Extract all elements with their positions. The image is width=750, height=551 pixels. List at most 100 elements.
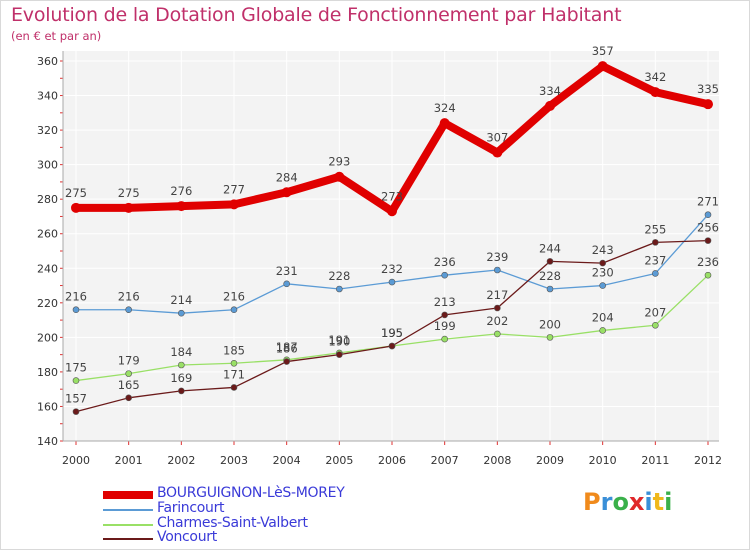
legend-label: Charmes-Saint-Valbert: [157, 515, 308, 531]
data-label: 202: [486, 314, 508, 328]
x-tick-label: 2009: [536, 454, 564, 467]
data-point: [230, 359, 238, 367]
data-point: [178, 387, 185, 395]
data-label: 334: [539, 84, 561, 98]
data-label: 228: [328, 269, 350, 283]
data-label: 157: [65, 392, 87, 406]
data-point: [652, 239, 659, 246]
data-label: 228: [539, 269, 561, 283]
data-point: [704, 211, 712, 219]
data-point: [123, 202, 134, 213]
data-label: 169: [170, 371, 192, 385]
data-label: 275: [118, 186, 140, 200]
y-tick-label: 360: [37, 55, 58, 68]
legend-swatch: [103, 524, 153, 526]
data-label: 185: [223, 343, 245, 357]
data-point: [599, 282, 606, 289]
data-point: [652, 321, 659, 329]
data-point: [229, 199, 239, 210]
logo-letter: t: [652, 488, 665, 516]
data-label: 207: [644, 305, 666, 319]
data-label: 244: [539, 241, 561, 255]
x-tick-label: 2001: [115, 454, 143, 467]
data-label: 342: [644, 70, 666, 84]
data-point: [281, 187, 292, 198]
data-label: 277: [223, 182, 245, 196]
legend-label: Farincourt: [157, 500, 225, 516]
y-tick-label: 340: [37, 90, 58, 103]
logo-letter: x: [628, 488, 645, 516]
data-label: 204: [592, 310, 614, 324]
logo-letter: o: [612, 488, 629, 516]
data-point: [597, 61, 608, 72]
legend-swatch: [103, 491, 153, 499]
data-point: [388, 342, 396, 350]
data-point: [125, 394, 132, 402]
data-label: 236: [697, 255, 719, 269]
data-label: 195: [381, 326, 403, 340]
data-label: 171: [223, 367, 245, 381]
data-point: [72, 306, 80, 314]
data-point: [336, 351, 343, 358]
y-tick-label: 140: [37, 435, 58, 448]
data-label: 199: [434, 319, 456, 333]
data-label: 275: [65, 186, 87, 200]
data-point: [387, 206, 397, 217]
data-point: [704, 271, 712, 279]
data-label: 179: [118, 354, 140, 368]
data-label: 230: [592, 266, 614, 280]
y-tick-label: 240: [37, 262, 58, 275]
x-tick-label: 2005: [325, 454, 353, 467]
data-label: 256: [697, 221, 719, 235]
data-point: [652, 270, 659, 277]
y-tick-label: 320: [37, 124, 58, 137]
data-label: 324: [434, 101, 456, 115]
legend-swatch: [103, 509, 153, 511]
legend-label: Voncourt: [157, 529, 217, 545]
y-tick-label: 220: [37, 297, 58, 310]
y-tick-label: 160: [37, 400, 58, 413]
data-label: 200: [539, 317, 561, 331]
y-tick-label: 280: [37, 193, 58, 206]
data-label: 232: [381, 262, 403, 276]
data-label: 175: [65, 361, 87, 375]
logo-letter: P: [583, 488, 601, 516]
data-point: [283, 358, 290, 365]
data-point: [546, 334, 554, 341]
data-label: 255: [644, 222, 666, 236]
data-point: [441, 311, 448, 319]
data-point: [125, 370, 132, 377]
data-point: [439, 118, 450, 129]
data-label: 195: [381, 326, 403, 340]
data-point: [72, 408, 80, 415]
data-point: [599, 259, 606, 267]
data-label: 276: [170, 184, 192, 198]
data-label: 239: [486, 250, 508, 264]
x-tick-label: 2010: [589, 454, 617, 467]
data-label: 335: [697, 82, 719, 96]
data-label: 293: [328, 155, 350, 169]
x-tick-label: 2011: [641, 454, 669, 467]
data-label: 271: [697, 195, 719, 209]
data-label: 284: [276, 170, 298, 184]
data-point: [283, 280, 290, 288]
chart-subtitle: (en € et par an): [11, 29, 102, 43]
data-point: [703, 99, 713, 110]
x-tick-label: 2007: [431, 454, 459, 467]
data-label: 214: [170, 293, 192, 307]
x-tick-label: 2004: [273, 454, 301, 467]
data-point: [334, 171, 345, 182]
data-point: [178, 361, 185, 369]
data-label: 217: [486, 288, 508, 302]
data-label: 216: [223, 290, 245, 304]
data-point: [178, 309, 185, 317]
x-tick-label: 2002: [167, 454, 195, 467]
data-label: 186: [276, 342, 298, 356]
x-tick-label: 2012: [694, 454, 722, 467]
data-label: 191: [328, 333, 350, 347]
data-point: [388, 278, 396, 286]
data-point: [336, 285, 343, 293]
data-point: [125, 306, 132, 314]
